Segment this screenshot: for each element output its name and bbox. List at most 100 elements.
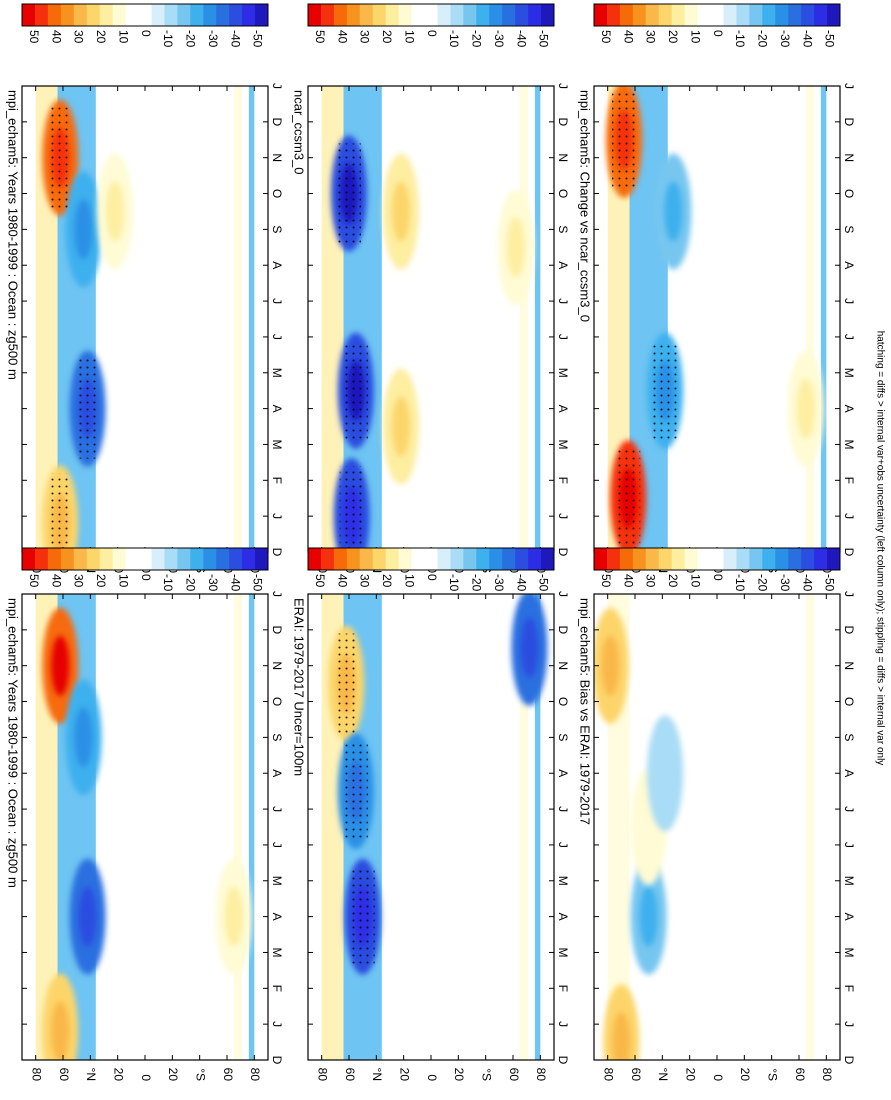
lat-tick-label: 80	[29, 1068, 43, 1082]
colorbar-swatch	[541, 548, 555, 570]
colorbar: 50 40 30 20 10 0 -10 -20 -30 -40 -50	[307, 3, 555, 48]
colorbar-label: -30	[492, 30, 506, 48]
field-band	[109, 86, 121, 552]
colorbar-swatch	[411, 4, 426, 26]
month-tick-label: D	[270, 1056, 284, 1065]
colorbar-swatch	[476, 548, 490, 570]
field-core	[796, 378, 815, 439]
field-band	[519, 86, 529, 552]
colorbar-label: -40	[228, 574, 242, 592]
lat-tick-label: 80	[820, 1068, 834, 1082]
colorbar-label: -40	[800, 574, 814, 592]
field-core	[506, 217, 525, 278]
month-tick-label: J	[270, 83, 284, 89]
colorbar-swatch	[164, 548, 178, 570]
colorbar-label: 0	[711, 574, 725, 581]
colorbar-label: -40	[514, 574, 528, 592]
lat-tick-label: 0	[139, 1074, 153, 1081]
month-tick-label: D	[842, 1056, 856, 1065]
field-core	[74, 707, 93, 768]
colorbar-swatch	[450, 548, 464, 570]
colorbar-swatch	[710, 4, 724, 26]
colorbar-label: 30	[358, 574, 372, 588]
colorbar-swatch	[190, 4, 204, 26]
month-tick-label: J	[270, 591, 284, 597]
month-tick-label: M	[270, 947, 284, 957]
colorbar-label: 20	[94, 574, 108, 588]
colorbar-frame	[21, 547, 269, 571]
month-tick-label: J	[556, 513, 570, 519]
month-tick-label: M	[556, 876, 570, 886]
colorbar-swatch	[502, 4, 516, 26]
month-tick-label: N	[842, 661, 856, 670]
colorbar-swatch	[476, 4, 490, 26]
colorbar-swatch	[398, 548, 413, 570]
colorbar: 50 40 30 20 10 0 -10 -20 -30 -40 -50	[307, 547, 555, 592]
month-tick-label: D	[270, 548, 284, 557]
month-tick-label: J	[556, 83, 570, 89]
colorbar-label: 50	[313, 574, 327, 588]
colorbar: 50 40 30 20 10 0 -10 -20 -30 -40 -50	[593, 3, 841, 48]
colorbar-swatch	[723, 4, 737, 26]
stippling	[653, 340, 678, 441]
colorbar-label: 40	[335, 30, 349, 44]
month-tick-label: J	[270, 513, 284, 519]
colorbar-swatch	[308, 4, 322, 26]
lat-tick-label: °S	[479, 1068, 493, 1081]
colorbar-swatch	[632, 4, 647, 26]
colorbar-label: -40	[228, 30, 242, 48]
colorbar-label: 50	[599, 574, 613, 588]
lat-tick-label: °N	[656, 1068, 670, 1081]
colorbar-swatch	[697, 4, 712, 26]
lat-tick-label: °N	[84, 1068, 98, 1081]
colorbar-swatch	[723, 548, 737, 570]
stippling	[350, 866, 375, 967]
colorbar-swatch	[437, 548, 451, 570]
month-tick-label: J	[556, 806, 570, 812]
colorbar-label: -40	[800, 30, 814, 48]
stippling	[616, 448, 641, 549]
month-tick-label: F	[270, 985, 284, 992]
field-core	[520, 617, 539, 678]
field-core	[78, 886, 97, 947]
field-core	[664, 181, 683, 242]
field-core	[391, 396, 410, 457]
colorbar-swatch	[34, 548, 49, 570]
month-tick-label: O	[270, 189, 284, 198]
month-tick-label: M	[842, 439, 856, 449]
colorbar-frame	[593, 547, 841, 571]
colorbar-label: 50	[27, 30, 41, 44]
colorbar-label: 50	[313, 30, 327, 44]
month-tick-label: J	[842, 591, 856, 597]
colorbar-swatch	[489, 548, 503, 570]
colorbar-label: 40	[621, 574, 635, 588]
month-tick-label: O	[556, 189, 570, 198]
colorbar-swatch	[606, 4, 621, 26]
colorbar-swatch	[86, 4, 101, 26]
colorbar-label: -30	[206, 30, 220, 48]
colorbar-swatch	[151, 4, 165, 26]
colorbar-label: 10	[116, 30, 130, 44]
lat-tick-label: °N	[370, 1068, 384, 1081]
lat-tick-label: 0	[425, 1074, 439, 1081]
colorbar-label: -30	[492, 574, 506, 592]
colorbar-swatch	[645, 548, 660, 570]
month-tick-label: A	[842, 261, 856, 269]
stippling	[75, 358, 100, 459]
colorbar-swatch	[86, 548, 101, 570]
colorbar-swatch	[216, 548, 230, 570]
colorbar-label: 50	[599, 30, 613, 44]
field-band	[534, 594, 541, 1060]
lat-tick-label: °S	[193, 1068, 207, 1081]
month-tick-label: N	[842, 153, 856, 162]
month-tick-label: D	[556, 118, 570, 127]
month-tick-label: N	[556, 153, 570, 162]
field-band	[395, 86, 407, 552]
month-tick-label: A	[556, 405, 570, 413]
lat-tick-label: 80	[315, 1068, 329, 1082]
month-tick-label: F	[842, 477, 856, 484]
colorbar-swatch	[229, 4, 243, 26]
colorbar: 50 40 30 20 10 0 -10 -20 -30 -40 -50	[21, 3, 269, 48]
month-tick-label: F	[556, 985, 570, 992]
field-band	[233, 594, 243, 1060]
